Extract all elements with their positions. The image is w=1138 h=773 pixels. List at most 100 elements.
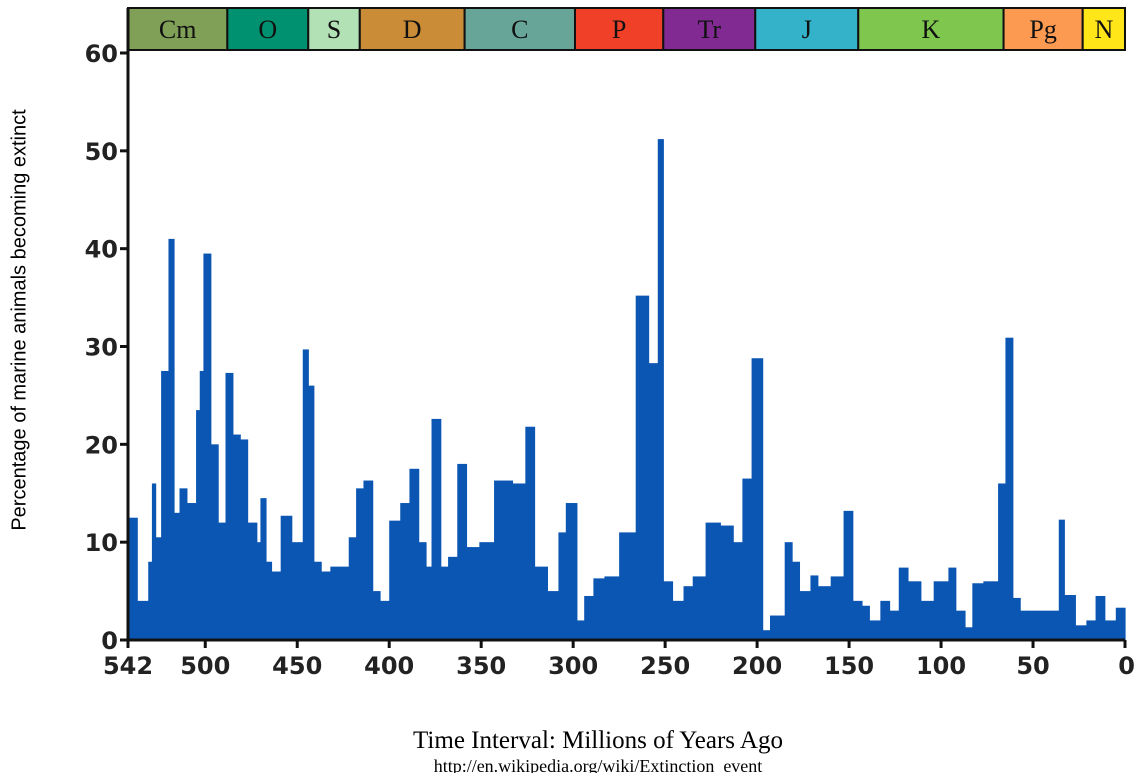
bar bbox=[1020, 610, 1029, 640]
period-label: Pg bbox=[1029, 15, 1056, 44]
bar bbox=[271, 571, 282, 640]
y-tick-label: 20 bbox=[85, 431, 118, 459]
bar bbox=[1012, 597, 1021, 640]
x-tick-label: 200 bbox=[732, 652, 782, 680]
bar bbox=[389, 520, 401, 640]
bar bbox=[363, 480, 374, 640]
bar bbox=[733, 542, 743, 640]
bar bbox=[1058, 519, 1065, 640]
bar bbox=[817, 586, 832, 640]
bar bbox=[179, 488, 188, 640]
bar bbox=[657, 139, 664, 641]
y-tick-label: 10 bbox=[85, 529, 118, 557]
x-tick-label: 250 bbox=[640, 652, 690, 680]
x-tick-label: 100 bbox=[916, 652, 966, 680]
bar bbox=[128, 517, 138, 640]
bar bbox=[440, 566, 449, 640]
bar bbox=[792, 561, 801, 640]
period-label: S bbox=[327, 15, 341, 44]
bar bbox=[663, 581, 674, 640]
bar bbox=[457, 463, 468, 640]
bar bbox=[479, 542, 495, 640]
bar bbox=[512, 483, 526, 640]
bar bbox=[547, 591, 560, 640]
bar bbox=[196, 410, 201, 640]
bar bbox=[964, 627, 973, 640]
bar bbox=[313, 561, 322, 640]
bar bbox=[210, 444, 219, 640]
bar bbox=[1115, 607, 1126, 640]
bar bbox=[308, 385, 315, 640]
bar bbox=[137, 600, 149, 640]
bar bbox=[1064, 594, 1076, 640]
bar bbox=[762, 630, 771, 640]
y-tick-label: 50 bbox=[85, 138, 118, 166]
x-tick-label: 500 bbox=[180, 652, 230, 680]
bar bbox=[576, 620, 585, 640]
bar bbox=[604, 576, 620, 640]
x-tick-label: 150 bbox=[824, 652, 874, 680]
bar bbox=[321, 571, 331, 640]
bar bbox=[920, 600, 935, 640]
bar bbox=[225, 372, 234, 640]
y-tick-label: 0 bbox=[101, 627, 118, 655]
bar bbox=[955, 610, 966, 640]
bar bbox=[148, 561, 153, 640]
bar bbox=[203, 253, 212, 640]
bar bbox=[330, 566, 350, 640]
period-box bbox=[573, 7, 665, 51]
bar bbox=[1005, 337, 1014, 640]
bar bbox=[161, 370, 170, 640]
bar bbox=[784, 542, 793, 640]
bar bbox=[972, 583, 984, 640]
bar bbox=[558, 532, 567, 640]
bar bbox=[948, 567, 957, 640]
period-label: Cm bbox=[159, 15, 197, 44]
bar bbox=[356, 488, 365, 640]
bar bbox=[218, 522, 227, 640]
x-axis-label: Time Interval: Millions of Years Ago bbox=[413, 727, 783, 754]
bar bbox=[584, 595, 594, 640]
bar bbox=[534, 566, 549, 640]
bar bbox=[619, 532, 637, 640]
bar bbox=[720, 525, 734, 640]
period-label: O bbox=[258, 15, 277, 44]
bar bbox=[291, 542, 304, 640]
bar bbox=[260, 498, 267, 640]
bar bbox=[648, 363, 659, 640]
x-tick-label: 542 bbox=[103, 652, 153, 680]
period-box bbox=[1002, 7, 1084, 51]
bar bbox=[889, 610, 900, 640]
source: http://en.wikipedia.org/wiki/Extinction_… bbox=[434, 756, 763, 773]
bar bbox=[880, 600, 891, 640]
x-tick-label: 50 bbox=[1016, 652, 1049, 680]
bar bbox=[247, 522, 258, 640]
bar bbox=[1104, 620, 1117, 640]
bar bbox=[302, 349, 309, 640]
bar bbox=[843, 510, 854, 640]
y-tick-label: 60 bbox=[85, 40, 118, 68]
bar bbox=[830, 576, 845, 640]
bar bbox=[907, 581, 922, 640]
bar bbox=[348, 537, 357, 640]
bar bbox=[683, 586, 694, 640]
bar bbox=[983, 581, 999, 640]
period-label: Tr bbox=[697, 15, 721, 44]
bar bbox=[380, 600, 390, 640]
bar bbox=[232, 434, 241, 640]
bar bbox=[1086, 620, 1097, 640]
bar bbox=[898, 567, 909, 640]
bar bbox=[751, 358, 764, 640]
x-tick-label: 400 bbox=[364, 652, 414, 680]
period-label: J bbox=[802, 15, 812, 44]
bar bbox=[151, 483, 157, 640]
bar bbox=[593, 578, 606, 640]
period-box bbox=[754, 7, 860, 51]
bar bbox=[810, 575, 819, 640]
bar bbox=[173, 512, 181, 640]
bar bbox=[742, 478, 753, 640]
bar bbox=[448, 556, 458, 640]
bar bbox=[852, 600, 863, 640]
bar bbox=[168, 238, 175, 640]
